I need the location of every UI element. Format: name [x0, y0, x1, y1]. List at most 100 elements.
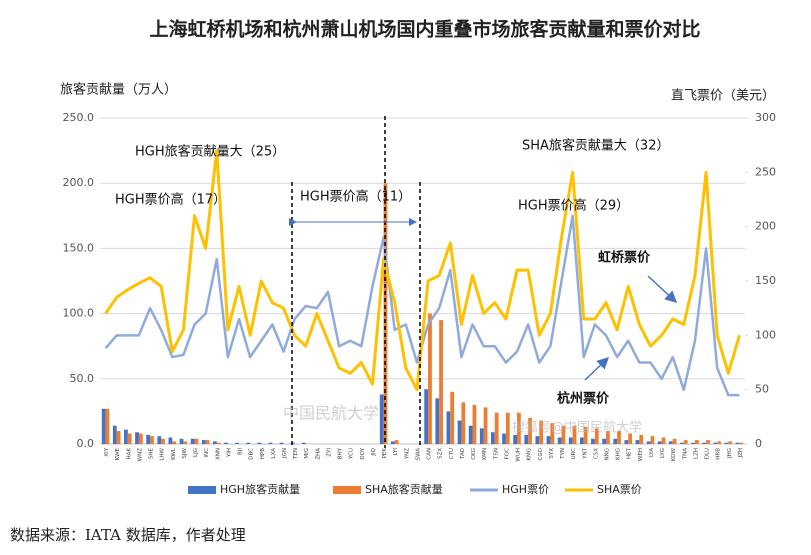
y2-tick-label: 150: [755, 274, 776, 287]
x-tick-label: KHG: [616, 448, 622, 460]
bar: [694, 440, 699, 444]
x-tick-label: MIG: [304, 448, 310, 459]
bar: [479, 428, 484, 444]
x-tick-label: TAO: [460, 447, 466, 460]
x-tick-label: INC: [204, 448, 210, 458]
bar: [635, 440, 640, 444]
bar: [161, 438, 165, 444]
x-tick-label: JGN: [282, 448, 288, 459]
bar: [101, 408, 106, 444]
x-tick-label: WUH: [516, 448, 522, 462]
bar: [201, 440, 206, 444]
legend-swatch: [188, 486, 216, 494]
bar: [528, 417, 532, 444]
chart-title: 上海虹桥机场和杭州萧山机场国内重叠市场旅客贡献量和票价对比: [149, 18, 700, 41]
bar: [650, 436, 655, 444]
bar: [279, 442, 284, 444]
bar: [591, 438, 595, 444]
bar: [561, 425, 566, 444]
bar: [435, 398, 440, 444]
bar: [205, 440, 210, 444]
x-tick-label: WEH: [638, 448, 644, 461]
bar: [550, 423, 555, 444]
x-tick-label: TEN: [293, 448, 299, 460]
bar: [138, 433, 143, 444]
x-tick-label: LXA: [271, 448, 277, 459]
legend-label: HGH票价: [502, 483, 549, 496]
x-tick-label: SJW: [182, 447, 188, 458]
bar: [224, 442, 228, 444]
bar: [724, 442, 729, 444]
bar: [150, 436, 154, 444]
line-series: [104, 149, 741, 392]
bar: [483, 407, 488, 444]
bar: [446, 411, 451, 444]
bar: [390, 441, 395, 444]
x-tick-label: TSN: [493, 448, 499, 460]
x-tick-label: DOY: [360, 447, 366, 459]
x-tick-label: FOC: [504, 448, 510, 459]
x-tick-label: SHE: [149, 447, 155, 459]
bar: [301, 442, 306, 444]
bar: [706, 440, 710, 444]
bar: [194, 438, 199, 444]
bar: [379, 394, 384, 444]
annotation: HGH旅客贡献量大（25）: [135, 144, 285, 160]
bar: [557, 437, 562, 444]
annotation: 杭州票价: [557, 391, 610, 407]
line-series: [104, 214, 740, 397]
watermark: 中国民航大学: [283, 404, 379, 423]
x-tick-label: LYG: [660, 448, 666, 458]
bar: [594, 428, 599, 444]
bar: [672, 438, 677, 444]
bar: [546, 436, 551, 444]
x-tick-label: DLU: [705, 448, 711, 459]
x-tick-label: CAN: [427, 448, 433, 460]
x-tick-label: XIY: [104, 447, 110, 456]
annotation: HGH票价高（17）: [115, 192, 226, 208]
annotation: SHA旅客贡献量大（32）: [522, 138, 669, 154]
bar: [639, 434, 644, 444]
bar: [617, 430, 621, 444]
bar: [268, 442, 273, 444]
bar: [717, 441, 721, 444]
bar: [517, 412, 521, 444]
y-tick-label: 200.0: [63, 176, 95, 189]
x-tick-label: SZX: [438, 448, 444, 459]
bar: [216, 442, 221, 444]
x-tick-label: HAK: [126, 448, 132, 460]
x-tick-label: CSX: [593, 448, 599, 459]
x-tick-label: BJI: [238, 448, 244, 455]
bar: [105, 408, 110, 444]
bar: [424, 389, 429, 444]
bar: [146, 434, 151, 444]
bar: [168, 437, 173, 444]
x-tick-label: KMG: [527, 448, 533, 461]
y2-tick-label: 300: [755, 111, 776, 124]
bar: [735, 442, 740, 444]
x-tick-label: LZH: [693, 448, 699, 459]
y2-tick-label: 0: [755, 437, 762, 450]
x-tick-label: YCU: [349, 448, 355, 460]
bar: [657, 441, 662, 444]
bar: [579, 437, 584, 444]
separators: [291, 116, 421, 448]
bar: [680, 442, 684, 444]
bar: [572, 425, 577, 444]
bar: [494, 412, 499, 444]
x-tick-label: XMN: [482, 448, 488, 461]
bar: [450, 391, 455, 444]
x-tick-label: YIH: [226, 448, 232, 458]
bar: [491, 432, 495, 444]
bar: [524, 434, 529, 444]
x-tick-label: KOW: [671, 447, 677, 461]
x-tick-label: DBC: [249, 448, 255, 460]
bar: [112, 425, 117, 444]
x-tick-label: JHG: [727, 448, 733, 459]
y-tick-label: 50.0: [70, 372, 95, 385]
bar: [646, 441, 651, 444]
x-tick-label: JIQ: [371, 447, 377, 456]
legend-label: SHA票价: [597, 483, 642, 496]
bar: [505, 412, 510, 444]
bar: [235, 442, 240, 444]
